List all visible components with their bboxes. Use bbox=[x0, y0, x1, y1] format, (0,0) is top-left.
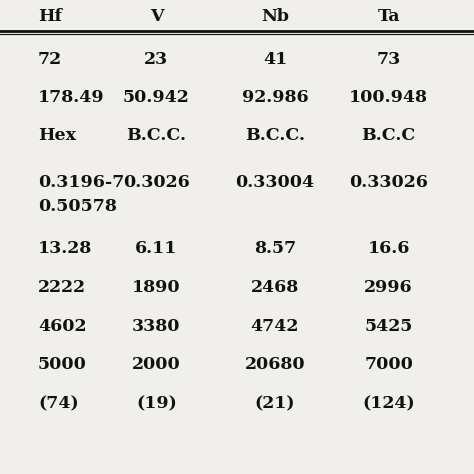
Text: 5425: 5425 bbox=[365, 318, 413, 335]
Text: 8.57: 8.57 bbox=[254, 240, 296, 257]
Text: 72: 72 bbox=[38, 51, 62, 68]
Text: B.C.C.: B.C.C. bbox=[127, 127, 186, 144]
Text: 23: 23 bbox=[145, 51, 168, 68]
Text: 41: 41 bbox=[263, 51, 287, 68]
Text: 6.11: 6.11 bbox=[135, 240, 178, 257]
Text: (74): (74) bbox=[38, 395, 79, 412]
Text: 0.3196-7: 0.3196-7 bbox=[38, 174, 124, 191]
Text: Hf: Hf bbox=[38, 8, 62, 25]
Text: Hex: Hex bbox=[38, 127, 76, 144]
Text: 73: 73 bbox=[376, 51, 401, 68]
Text: V: V bbox=[150, 8, 163, 25]
Text: 50.942: 50.942 bbox=[123, 89, 190, 106]
Text: B.C.C.: B.C.C. bbox=[245, 127, 305, 144]
Text: 3380: 3380 bbox=[132, 318, 181, 335]
Text: 4742: 4742 bbox=[251, 318, 299, 335]
Text: 0.50578: 0.50578 bbox=[38, 198, 117, 215]
Text: 2996: 2996 bbox=[365, 279, 413, 296]
Text: (124): (124) bbox=[362, 395, 415, 412]
Text: 4602: 4602 bbox=[38, 318, 86, 335]
Text: B.C.C: B.C.C bbox=[362, 127, 416, 144]
Text: (21): (21) bbox=[255, 395, 295, 412]
Text: 1890: 1890 bbox=[132, 279, 181, 296]
Text: 178.49: 178.49 bbox=[38, 89, 105, 106]
Text: 0.33026: 0.33026 bbox=[349, 174, 428, 191]
Text: Ta: Ta bbox=[377, 8, 400, 25]
Text: 2000: 2000 bbox=[132, 356, 181, 374]
Text: 5000: 5000 bbox=[38, 356, 87, 374]
Text: 0.33004: 0.33004 bbox=[236, 174, 314, 191]
Text: 100.948: 100.948 bbox=[349, 89, 428, 106]
Text: (19): (19) bbox=[136, 395, 177, 412]
Text: Nb: Nb bbox=[261, 8, 289, 25]
Text: 16.6: 16.6 bbox=[367, 240, 410, 257]
Text: 13.28: 13.28 bbox=[38, 240, 92, 257]
Text: 7000: 7000 bbox=[364, 356, 413, 374]
Text: 0.3026: 0.3026 bbox=[123, 174, 190, 191]
Text: 2468: 2468 bbox=[251, 279, 299, 296]
Text: 2222: 2222 bbox=[38, 279, 86, 296]
Text: 20680: 20680 bbox=[245, 356, 305, 374]
Text: 92.986: 92.986 bbox=[242, 89, 308, 106]
